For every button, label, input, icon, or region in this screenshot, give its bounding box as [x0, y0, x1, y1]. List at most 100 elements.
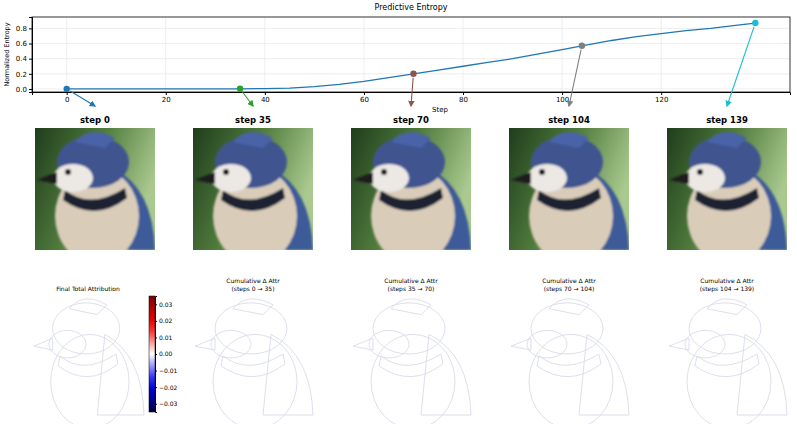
- bird-collar: [379, 354, 443, 377]
- image-title: step 70: [393, 115, 429, 125]
- y-tick-mark: [29, 59, 32, 60]
- entropy-line: [67, 23, 756, 89]
- y-tick-mark: [29, 74, 32, 75]
- x-tick-mark: [265, 92, 266, 95]
- bird-face: [53, 164, 93, 192]
- bird-eye: [539, 169, 545, 175]
- y-tick: 0.8: [16, 25, 32, 33]
- arrow: [727, 27, 754, 106]
- bird-face: [369, 330, 409, 358]
- bird-beak: [353, 172, 373, 184]
- attribution-outline: [511, 299, 629, 424]
- y-tick-label: 0.4: [16, 55, 28, 63]
- bird-eye: [381, 169, 387, 175]
- x-tick-mark: [661, 92, 662, 95]
- bird-wing: [97, 334, 144, 415]
- bird-face: [527, 164, 567, 192]
- y-tick: 0.4: [16, 55, 32, 63]
- bird-wing: [737, 334, 787, 415]
- y-tick-label: 0.0: [16, 86, 27, 94]
- bird: [353, 132, 471, 250]
- arrows: [70, 27, 754, 106]
- bird: [669, 132, 787, 250]
- bird-face: [211, 164, 251, 192]
- y-axis-title: Normalized Entropy: [3, 22, 11, 86]
- image-title: step 104: [548, 115, 590, 125]
- y-tick-label: 0.8: [16, 25, 27, 33]
- bird-crest: [549, 132, 589, 148]
- attribution-outline: [669, 299, 787, 424]
- x-tick: 0: [65, 92, 69, 104]
- grid: [32, 17, 790, 92]
- bird-face: [685, 164, 725, 192]
- colorbar-tick-label: 0.03: [159, 301, 173, 308]
- highlight-point: [63, 86, 69, 92]
- highlight-point: [237, 86, 243, 92]
- colorbar-tick-label: 0.00: [159, 350, 173, 357]
- image-title: step 139: [706, 115, 748, 125]
- highlight-point: [579, 43, 585, 49]
- y-tick-mark: [29, 89, 32, 90]
- y-tick: 0.0: [16, 86, 32, 94]
- y-tick: 0.6: [16, 40, 32, 48]
- x-tick-label: 20: [162, 96, 171, 104]
- bird-eye: [65, 169, 71, 175]
- colorbar: [149, 296, 155, 412]
- x-axis-title-group: Step: [430, 105, 450, 115]
- bird-eye: [223, 169, 229, 175]
- arrow: [242, 92, 253, 106]
- x-tick-label: 0: [65, 96, 69, 104]
- bird-wing: [263, 334, 313, 415]
- x-tick-label: 120: [655, 96, 668, 104]
- image-panel: [193, 128, 313, 250]
- bird-body: [213, 334, 297, 424]
- figure: Predictive Entropy0204060801001200.00.20…: [0, 0, 797, 424]
- bird-beak: [353, 338, 373, 350]
- colorbar-axis: −0.03−0.02−0.010.000.010.020.03: [155, 297, 178, 413]
- heatmap-title: Cumulative Δ Attr(steps 0 → 35): [226, 277, 280, 293]
- x-tick-mark: [463, 92, 464, 95]
- bird-crest: [707, 132, 747, 148]
- bird-beak: [511, 338, 531, 350]
- bird-wing: [421, 334, 471, 415]
- image-panel: [35, 128, 155, 250]
- bird-collar: [221, 354, 285, 377]
- bird-body: [529, 334, 613, 424]
- bird-face: [527, 330, 567, 358]
- y-tick-label: 0.2: [16, 71, 27, 79]
- y-tick: 0.2: [16, 71, 32, 79]
- bird-eye: [697, 169, 703, 175]
- bird-face: [369, 164, 409, 192]
- arrow: [569, 50, 581, 106]
- bird: [195, 132, 313, 250]
- bird-crest: [549, 299, 589, 315]
- colorbar-tick-mark: [155, 371, 157, 372]
- arrow: [411, 78, 413, 106]
- bird-wing: [579, 334, 629, 415]
- colorbar-tick-mark: [155, 404, 157, 405]
- colorbar-axis-line: [156, 297, 158, 413]
- image-panel: [667, 128, 787, 250]
- colorbar-tick-label: 0.02: [159, 317, 173, 324]
- x-tick-mark: [562, 92, 563, 95]
- bird-beak: [195, 172, 215, 184]
- y-axis: 0.0 0.2 0.4 0.6 0.8: [16, 18, 33, 94]
- x-tick: 120: [655, 92, 668, 104]
- y-tick-label: 0.6: [16, 40, 28, 48]
- bird: [511, 132, 629, 250]
- heatmap-title: Final Total Attribution: [56, 285, 120, 292]
- colorbar-tick-label: −0.01: [159, 367, 178, 374]
- x-tick-label: 40: [261, 96, 270, 104]
- heatmap-panel: [667, 295, 787, 424]
- attribution-outline: [195, 299, 313, 424]
- colorbar-tick-label: 0.01: [159, 334, 173, 341]
- colorbar-tick: 0.03: [155, 301, 173, 308]
- attribution-outline: [34, 299, 144, 424]
- colorbar-tick: −0.02: [155, 384, 178, 391]
- colorbar-tick: 0.01: [155, 334, 173, 341]
- grid-line-y: [32, 58, 790, 59]
- x-tick: 20: [162, 92, 171, 104]
- colorbar-tick-mark: [155, 354, 157, 355]
- image-panel: [351, 128, 471, 250]
- bird-crest: [75, 132, 115, 148]
